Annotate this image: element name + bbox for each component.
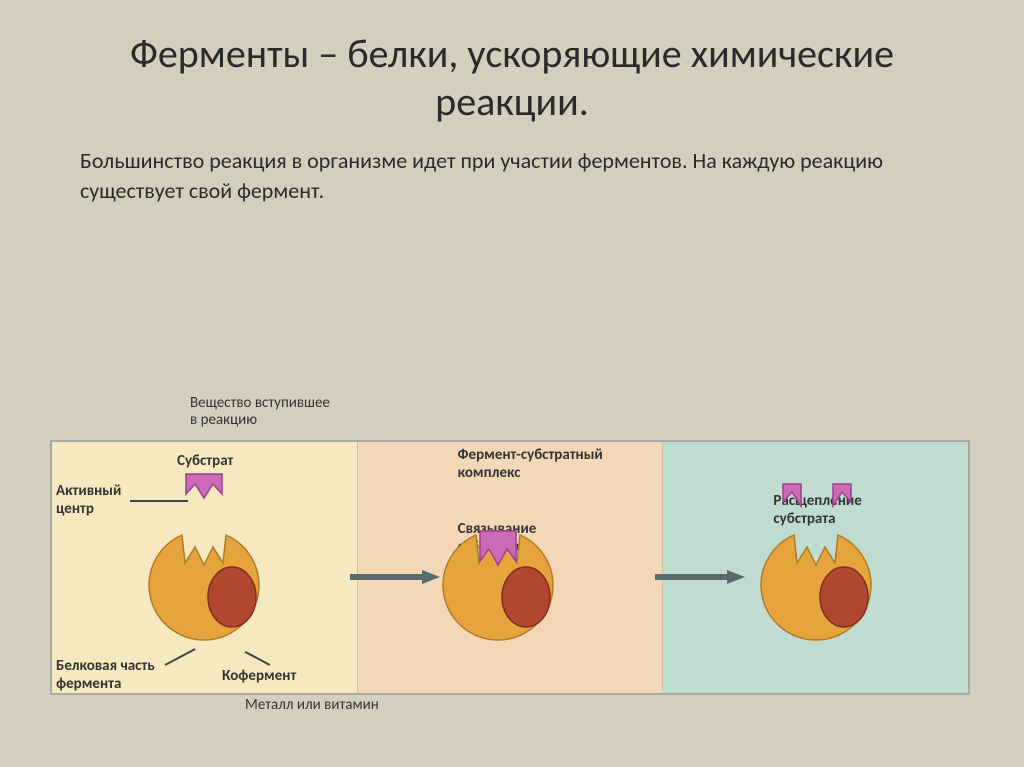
page-title: Ферменты – белки, ускоряющие химические … — [0, 0, 1024, 146]
enzyme-icon-2 — [428, 500, 568, 650]
enzyme-diagram: Субстрат Активный центр Белковая часть ф… — [50, 440, 970, 695]
enzyme-icon-1 — [134, 470, 274, 650]
panel-stage-3: Расщепление субстрата — [663, 442, 968, 693]
panel-stage-2: Фермент-субстратный комплекс Связывание … — [358, 442, 664, 693]
subtitle-text: Большинство реакция в организме идет при… — [0, 146, 1024, 205]
annotation-metal: Металл или витамин — [245, 697, 379, 714]
annotation-substance: Вещество вступившее в реакцию — [190, 395, 330, 428]
label-cofactor: Кофермент — [222, 667, 296, 685]
panel-stage-1: Субстрат Активный центр Белковая часть ф… — [52, 442, 358, 693]
label-protein-part: Белковая часть фермента — [56, 657, 155, 693]
label-active-center: Активный центр — [56, 482, 121, 518]
arrow-1 — [350, 570, 440, 584]
label-complex: Фермент-субстратный комплекс — [458, 446, 603, 482]
enzyme-icon-3 — [741, 480, 891, 650]
label-substrate: Субстрат — [177, 452, 233, 470]
arrow-2 — [655, 570, 745, 584]
